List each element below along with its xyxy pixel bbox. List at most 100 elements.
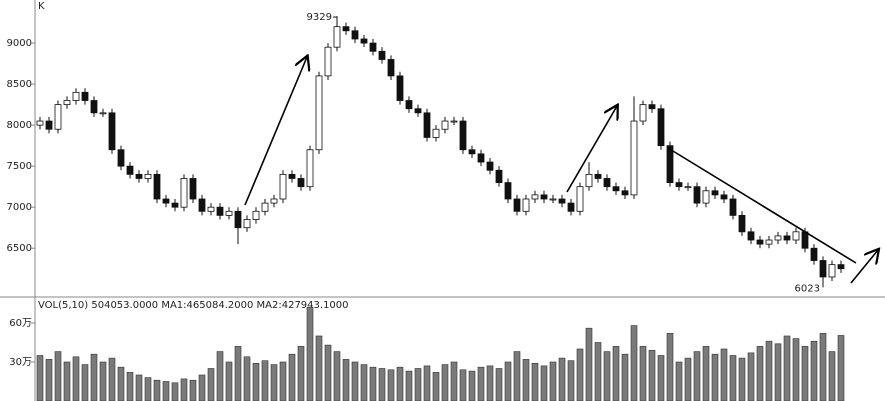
- volume-bar: [279, 361, 287, 401]
- candle-body: [639, 104, 647, 122]
- candle-body: [279, 173, 287, 200]
- candle-body: [630, 120, 638, 196]
- candle-body: [441, 120, 449, 130]
- candle-body: [117, 149, 125, 167]
- volume-bar: [783, 335, 791, 401]
- candle-body: [486, 161, 494, 171]
- volume-bar: [504, 361, 512, 401]
- volume-bar: [567, 360, 575, 401]
- candle-body: [837, 264, 845, 270]
- candle-body: [108, 112, 116, 151]
- volume-bar: [261, 360, 269, 401]
- candle-body: [306, 149, 314, 188]
- candle-body: [45, 120, 53, 130]
- volume-bar: [108, 357, 116, 401]
- volume-bar: [135, 374, 143, 401]
- volume-bar: [387, 369, 395, 401]
- candle-body: [819, 260, 827, 278]
- candle-body: [765, 239, 773, 245]
- volume-bar: [756, 346, 764, 401]
- candle-body: [243, 219, 251, 229]
- candle-body: [36, 120, 44, 126]
- y-tick-label: 8500: [7, 79, 32, 90]
- volume-bar: [216, 351, 224, 401]
- candle-body: [315, 75, 323, 151]
- candle-body: [261, 202, 269, 212]
- y-tick-label: 7500: [7, 161, 32, 172]
- volume-bar: [810, 340, 818, 401]
- candle-body: [702, 190, 710, 204]
- volume-bar: [459, 369, 467, 401]
- volume-bar: [396, 366, 404, 401]
- candle-body: [180, 178, 188, 208]
- volume-bar: [324, 344, 332, 401]
- marks: 6500 7000 7500 8000 8500 9000 30万 60万 9329 6023: [7, 12, 845, 401]
- candle-body: [423, 112, 431, 138]
- volume-bar: [333, 351, 341, 401]
- candle-body: [144, 173, 152, 179]
- volume-bar: [90, 353, 98, 401]
- candle-body: [801, 231, 809, 249]
- candle-body: [378, 50, 386, 60]
- candle-body: [540, 194, 548, 200]
- volume-bar: [288, 353, 296, 401]
- volume-bar: [81, 364, 89, 401]
- volume-bar: [180, 378, 188, 401]
- volume-bar: [378, 368, 386, 401]
- candle-body: [72, 91, 80, 101]
- volume-tick-label: 60万: [9, 318, 32, 329]
- candle-body: [468, 149, 476, 155]
- candle-body: [657, 108, 665, 147]
- candle-body: [477, 153, 485, 163]
- volume-bar: [63, 361, 71, 401]
- candle-body: [585, 173, 593, 188]
- candle-body: [495, 169, 503, 183]
- volume-bar: [657, 355, 665, 401]
- candle-body: [810, 247, 818, 261]
- candle-body: [549, 198, 557, 201]
- volume-bar: [351, 361, 359, 401]
- volume-bar: [540, 365, 548, 401]
- candle-body: [558, 198, 566, 204]
- volume-bar: [153, 379, 161, 401]
- volume-bar: [171, 382, 179, 401]
- arrow: [244, 57, 307, 206]
- volume-bar: [234, 346, 242, 401]
- volume-bar: [189, 379, 197, 401]
- volume-bar: [126, 372, 134, 401]
- volume-bar: [522, 359, 530, 401]
- candle-body: [414, 108, 422, 114]
- candle-body: [288, 173, 296, 179]
- volume-bar: [558, 357, 566, 401]
- candle-body: [216, 206, 224, 216]
- volume-bar: [711, 353, 719, 401]
- volume-bar: [594, 342, 602, 401]
- volume-bar: [693, 351, 701, 401]
- candle-body: [729, 198, 737, 216]
- candle-body: [450, 120, 458, 123]
- volume-bar: [585, 327, 593, 401]
- volume-bar: [639, 346, 647, 401]
- candle-body: [432, 128, 440, 138]
- volume-bar: [441, 364, 449, 401]
- volume-bar: [612, 346, 620, 401]
- candle-body: [522, 198, 530, 212]
- volume-bar: [423, 365, 431, 401]
- candle-body: [387, 59, 395, 77]
- candle-body: [333, 26, 341, 48]
- volume-bar: [729, 355, 737, 401]
- volume-bar: [342, 359, 350, 401]
- candle-body: [612, 186, 620, 192]
- trend-line: [667, 147, 857, 264]
- low-label: 6023: [795, 283, 820, 294]
- volume-bar: [621, 353, 629, 401]
- candle-body: [783, 235, 791, 241]
- volume-bar: [45, 359, 53, 401]
- volume-bar: [117, 366, 125, 401]
- y-tick-label: 8000: [7, 120, 32, 131]
- volume-bar: [720, 348, 728, 401]
- volume-bar: [702, 346, 710, 401]
- volume-bar: [666, 333, 674, 401]
- candle-body: [504, 182, 512, 200]
